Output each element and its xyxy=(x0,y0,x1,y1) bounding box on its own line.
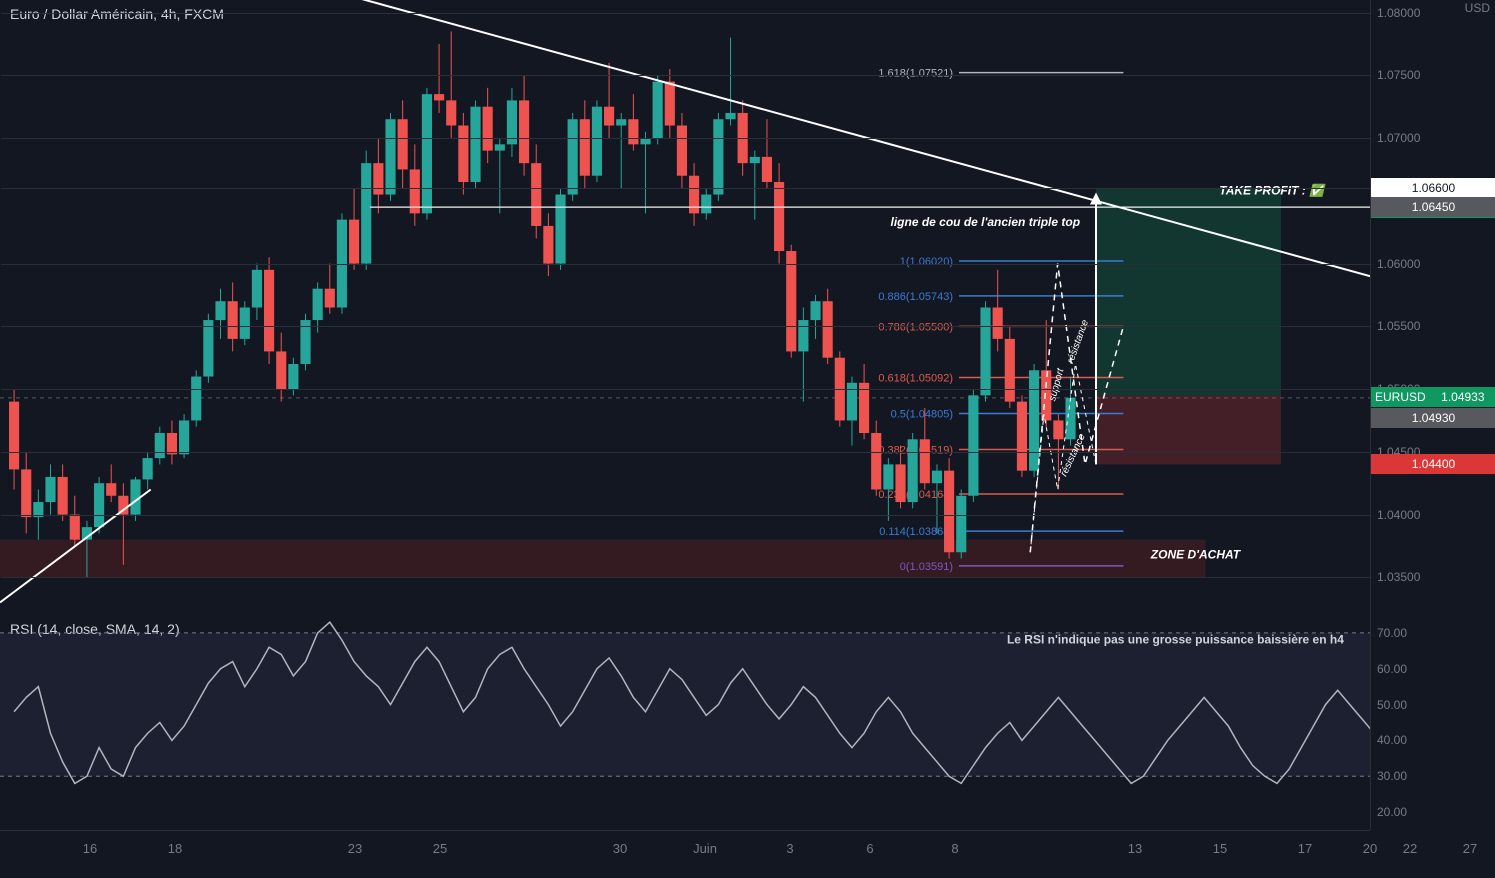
svg-text:0.886(1.05743): 0.886(1.05743) xyxy=(878,291,953,303)
rsi-tick: 50.00 xyxy=(1377,698,1407,712)
svg-text:0.786(1.05500): 0.786(1.05500) xyxy=(878,321,953,333)
rsi-title: RSI (14, close, SMA, 14, 2) xyxy=(10,621,180,637)
x-tick: 22 xyxy=(1403,841,1417,856)
rsi-tick: 70.00 xyxy=(1377,626,1407,640)
svg-text:0.382(1.04519): 0.382(1.04519) xyxy=(878,444,953,456)
price-axis: USD 1.08000 1.07500 1.07000 1.06600 1.06000 1… xyxy=(1370,0,1495,615)
svg-text:Le RSI n'indique pas une gross: Le RSI n'indique pas une grosse puissanc… xyxy=(1007,633,1344,647)
x-tick: 18 xyxy=(168,841,182,856)
rsi-panel[interactable]: RSI (14, close, SMA, 14, 2) Le RSI n'ind… xyxy=(0,615,1370,830)
x-tick: 20 xyxy=(1363,841,1377,856)
price-flag: EURUSD1.04933 xyxy=(1371,387,1495,407)
x-tick: 17 xyxy=(1298,841,1312,856)
chart-title: Euro / Dollar Américain, 4h, FXCM xyxy=(10,6,224,22)
svg-text:résistance: résistance xyxy=(1065,318,1091,365)
x-tick: 23 xyxy=(348,841,362,856)
svg-text:ZONE D'ACHAT: ZONE D'ACHAT xyxy=(1150,548,1242,562)
x-tick: 27 xyxy=(1463,841,1477,856)
y-tick: 1.08000 xyxy=(1377,6,1420,20)
x-tick: Juin xyxy=(693,841,717,856)
time-axis: 1618232530Juin368131517202227 xyxy=(0,830,1370,878)
rsi-tick: 30.00 xyxy=(1377,769,1407,783)
y-tick: 1.04000 xyxy=(1377,508,1420,522)
x-tick: 3 xyxy=(786,841,793,856)
rsi-tick: 60.00 xyxy=(1377,662,1407,676)
price-flag: 1.06600 xyxy=(1371,178,1495,198)
price-flag: 1.04930 xyxy=(1371,408,1495,428)
y-tick: 1.06000 xyxy=(1377,257,1420,271)
y-tick: 1.05500 xyxy=(1377,319,1420,333)
rsi-tick: 40.00 xyxy=(1377,733,1407,747)
x-tick: 15 xyxy=(1213,841,1227,856)
rsi-svg: Le RSI n'indique pas une grosse puissanc… xyxy=(0,615,1370,830)
svg-text:0.236(1.04164): 0.236(1.04164) xyxy=(878,489,953,501)
x-tick: 8 xyxy=(951,841,958,856)
x-tick: 13 xyxy=(1128,841,1142,856)
y-tick: 1.07000 xyxy=(1377,131,1420,145)
svg-text:0.5(1.04805): 0.5(1.04805) xyxy=(891,409,953,421)
svg-text:1.618(1.07521): 1.618(1.07521) xyxy=(878,68,953,80)
axis-unit: USD xyxy=(1465,1,1490,15)
svg-text:ligne de cou de l'ancien tripl: ligne de cou de l'ancien triple top xyxy=(891,215,1081,229)
svg-text:0.114(1.03868): 0.114(1.03868) xyxy=(879,526,953,538)
rsi-tick: 20.00 xyxy=(1377,805,1407,819)
svg-text:0.618(1.05092): 0.618(1.05092) xyxy=(878,373,953,385)
price-flag: 1.06450 xyxy=(1371,197,1495,217)
chart-svg: 1.618(1.07521) 1(1.06020) 0.886(1.05743) 0.… xyxy=(0,0,1370,615)
price-flag: 1.04400 xyxy=(1371,454,1495,474)
x-tick: 25 xyxy=(433,841,447,856)
price-chart[interactable]: Euro / Dollar Américain, 4h, FXCM 1.618(… xyxy=(0,0,1370,615)
svg-text:1(1.06020): 1(1.06020) xyxy=(900,256,953,268)
svg-text:0(1.03591): 0(1.03591) xyxy=(900,561,953,573)
y-tick: 1.07500 xyxy=(1377,68,1420,82)
svg-text:support: support xyxy=(1047,366,1067,402)
y-tick: 1.03500 xyxy=(1377,570,1420,584)
x-tick: 30 xyxy=(613,841,627,856)
x-tick: 6 xyxy=(866,841,873,856)
x-tick: 16 xyxy=(83,841,97,856)
svg-text:résistance: résistance xyxy=(1059,432,1088,478)
svg-text:TAKE PROFIT : ✅: TAKE PROFIT : ✅ xyxy=(1219,184,1326,198)
rsi-axis: 70.00 60.00 50.00 40.00 30.00 20.00 xyxy=(1370,615,1495,830)
